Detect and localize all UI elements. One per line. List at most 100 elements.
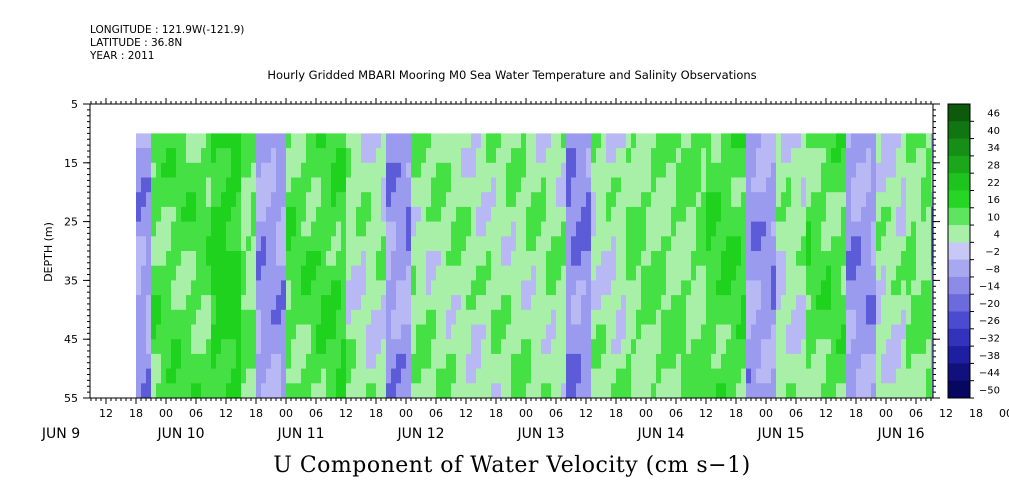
heatmap-cell [916,251,922,267]
heatmap-cell [286,221,292,237]
heatmap-cell [931,295,933,311]
heatmap-cell [711,251,717,267]
heatmap-cell [561,177,567,193]
heatmap-cell [901,236,907,252]
heatmap-cell [201,339,207,355]
heatmap-cell [561,280,567,296]
heatmap-cell [611,383,617,398]
heatmap-cell [646,177,652,193]
heatmap-cell [791,280,797,296]
heatmap-cell [851,324,857,340]
heatmap-cell [261,192,267,208]
heatmap-cell [871,368,877,384]
heatmap-cell [736,353,742,370]
heatmap-cell [441,265,447,281]
heatmap-cell [716,339,722,355]
heatmap-cell [556,133,562,149]
x-hour-label: 06 [669,407,683,420]
heatmap-cell [681,353,687,370]
heatmap-cell [286,309,292,326]
heatmap-cell [371,192,377,208]
heatmap-cell [666,339,672,355]
heatmap-cell [266,192,272,208]
heatmap-cell [886,383,892,398]
heatmap-cell [656,177,662,193]
heatmap-cell [671,251,677,267]
heatmap-cell [436,148,442,164]
heatmap-cell [456,339,462,355]
heatmap-cell [911,236,917,252]
heatmap-cell [206,339,212,355]
heatmap-cell [236,148,242,164]
heatmap-cell [161,368,167,384]
heatmap-cell [781,324,787,340]
heatmap-cell [396,309,402,326]
heatmap-cell [536,177,542,193]
heatmap-cell [376,309,382,326]
heatmap-cell [841,162,847,179]
heatmap-cell [291,383,297,398]
heatmap-cell [306,251,312,267]
heatmap-cell [226,251,232,267]
heatmap-cell [331,368,337,384]
heatmap-cell [541,295,547,311]
heatmap-cell [821,206,827,223]
colorbar-label: −20 [979,299,1000,310]
heatmap-cell [706,339,712,355]
heatmap-cell [701,309,707,326]
heatmap-cell [901,162,907,179]
heatmap-cell [841,324,847,340]
heatmap-cell [766,324,772,340]
heatmap-cell [551,148,557,164]
heatmap-cell [176,177,182,193]
heatmap-cell [281,265,287,281]
heatmap-cell [681,309,687,326]
heatmap-cell [301,206,307,223]
heatmap-cell [176,295,182,311]
heatmap-cell [226,280,232,296]
heatmap-cell [541,280,547,296]
heatmap-cell [301,309,307,326]
heatmap-cell [371,383,377,398]
heatmap-cell [726,280,732,296]
heatmap-cell [606,221,612,237]
heatmap-cell [581,324,587,340]
heatmap-cell [521,353,527,370]
heatmap-cell [521,192,527,208]
heatmap-cell [161,353,167,370]
heatmap-cell [466,251,472,267]
heatmap-cell [196,177,202,193]
heatmap-cell [741,221,747,237]
x-day-label: JUN 13 [516,426,564,442]
heatmap-cell [471,265,477,281]
heatmap-cell [776,339,782,355]
x-hour-label: 18 [369,407,383,420]
heatmap-cell [451,280,457,296]
heatmap-cell [216,251,222,267]
heatmap-cell [611,251,617,267]
heatmap-cell [516,251,522,267]
heatmap-cell [261,206,267,223]
heatmap-cell [591,162,597,179]
heatmap-cell [706,148,712,164]
heatmap-cell [421,192,427,208]
heatmap-cell [351,148,357,164]
heatmap-cell [491,368,497,384]
heatmap-cell [346,339,352,355]
heatmap-cell [271,148,277,164]
heatmap-cell [941,148,947,163]
heatmap-cell [541,148,547,164]
heatmap-cell [291,162,297,179]
heatmap-cell [576,133,582,149]
heatmap-cell [906,265,912,281]
heatmap-cell [766,368,772,384]
heatmap-cell [751,280,757,296]
heatmap-cell [911,162,917,179]
heatmap-cell [686,295,692,311]
heatmap-cell [671,265,677,281]
heatmap-cell [281,162,287,179]
heatmap-cell [366,339,372,355]
heatmap-cell [161,324,167,340]
heatmap-cell [201,206,207,223]
heatmap-cell [801,280,807,296]
